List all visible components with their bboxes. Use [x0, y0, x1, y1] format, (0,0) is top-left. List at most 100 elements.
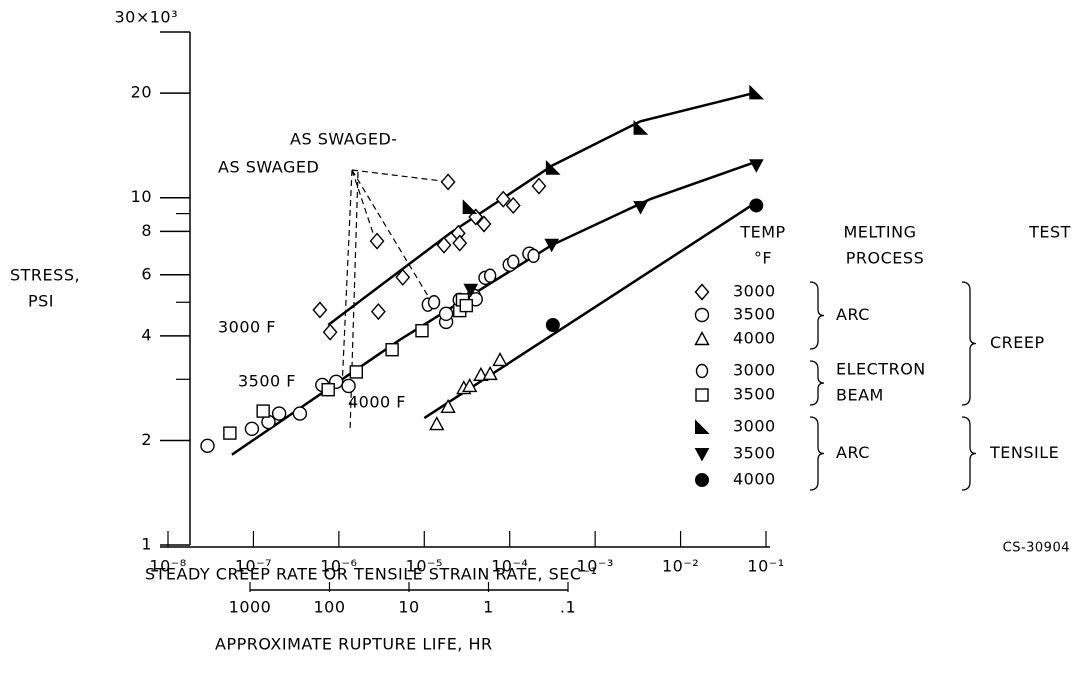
data-point: [440, 398, 456, 413]
leader-line: [351, 169, 443, 182]
data-point: [256, 404, 270, 418]
annotation: AS SWAGED-: [290, 130, 398, 149]
data-point: [200, 438, 215, 454]
legend-label: 3000: [733, 282, 776, 301]
data-point: [452, 234, 468, 252]
legend-marker: [694, 448, 710, 462]
x-tick-label: 10⁻¹: [747, 557, 784, 576]
legend-header: °F: [754, 249, 772, 268]
data-point: [749, 84, 765, 100]
data-point: [527, 248, 540, 264]
data-point: [462, 378, 478, 393]
rupture-tick-label: 1: [483, 598, 494, 617]
y-tick-label: 10: [131, 187, 152, 206]
rupture-tick-label: 100: [313, 598, 345, 617]
data-point: [476, 215, 492, 233]
data-point: [322, 323, 338, 341]
data-point: [395, 268, 411, 286]
leader-line: [349, 171, 359, 433]
y-axis-label: STRESS,: [10, 266, 80, 285]
y-tick-label: 30×10³: [114, 8, 178, 27]
brace: [809, 281, 825, 350]
data-point: [507, 254, 520, 269]
curve-label: 3500 F: [238, 372, 296, 391]
legend-label: 3500: [733, 305, 776, 324]
brace: [961, 281, 977, 406]
brace: [809, 416, 825, 491]
legend-label: 3000: [733, 417, 776, 436]
data-point: [429, 416, 445, 431]
figure-id: CS-30904: [1003, 541, 1070, 556]
x-tick-label: 10⁻⁷: [235, 557, 272, 576]
legend-label: 4000: [733, 470, 776, 489]
data-point: [492, 352, 508, 367]
legend-label: 4000: [733, 329, 776, 348]
data-point: [495, 190, 511, 208]
data-point: [463, 283, 479, 298]
data-point: [223, 426, 237, 440]
x-tick-label: 10⁻⁶: [320, 557, 357, 576]
data-point: [427, 295, 441, 310]
legend-header: PROCESS: [846, 249, 924, 268]
data-point: [341, 378, 356, 394]
data-point: [749, 198, 764, 213]
y-tick-label: 4: [141, 325, 152, 344]
legend-label: 3000: [733, 361, 776, 380]
legend-process: ARC: [836, 305, 870, 324]
leader-line: [351, 169, 375, 237]
data-point: [505, 196, 521, 215]
brace: [809, 360, 825, 406]
y-tick-label: 1: [141, 535, 152, 554]
fit-curve: [327, 91, 757, 326]
data-point: [244, 421, 260, 437]
x-axis-label: STEADY CREEP RATE OR TENSILE STRAIN RATE…: [145, 565, 597, 584]
x-tick-label: 10⁻⁴: [491, 557, 528, 576]
data-point: [633, 201, 648, 215]
legend-header: TEST: [1028, 223, 1071, 242]
legend-label: 3500: [733, 385, 776, 404]
data-point: [438, 306, 454, 322]
legend-header: MELTING: [844, 223, 917, 242]
y-tick-label: 6: [141, 264, 152, 283]
data-point: [415, 324, 429, 338]
legend-marker: [694, 331, 710, 346]
data-point: [436, 236, 452, 254]
rupture-tick-label: 1000: [229, 598, 272, 617]
leader-line: [341, 169, 353, 389]
data-point: [483, 268, 497, 283]
curve-label: 3000 F: [218, 318, 276, 337]
data-point: [292, 406, 308, 421]
leader-lines: [341, 169, 443, 433]
data-point: [349, 365, 363, 379]
data-point: [544, 238, 560, 253]
data-point: [748, 159, 764, 173]
fit-curve: [231, 160, 757, 456]
data-point: [321, 383, 335, 397]
x-tick-label: 10⁻³: [577, 557, 614, 576]
data-point: [440, 173, 456, 191]
legend-marker: [695, 363, 709, 379]
legend-test: CREEP: [990, 333, 1045, 352]
data-point: [312, 301, 328, 319]
y-axis-label: PSI: [28, 292, 54, 311]
legend-header: TEMP: [739, 223, 785, 242]
data-point: [271, 406, 287, 421]
curve-label: 4000 F: [348, 393, 406, 412]
data-point: [369, 232, 385, 250]
rupture-tick-label: .1: [560, 598, 576, 617]
brace: [961, 416, 977, 491]
data-point: [462, 199, 478, 215]
rupture-tick-label: 10: [398, 598, 419, 617]
legend-marker: [695, 388, 709, 402]
y-tick-label: 2: [141, 430, 152, 449]
x-tick-label: 10⁻²: [662, 557, 699, 576]
x-tick-label: 10⁻⁵: [406, 557, 443, 576]
legend-marker: [695, 419, 710, 434]
x-tick-label: 10⁻⁸: [149, 557, 186, 576]
legend-marker: [695, 473, 709, 487]
data-point: [370, 303, 386, 321]
data-point: [545, 160, 561, 175]
legend-process: ELECTRON: [836, 360, 926, 379]
y-tick-label: 20: [131, 83, 152, 102]
